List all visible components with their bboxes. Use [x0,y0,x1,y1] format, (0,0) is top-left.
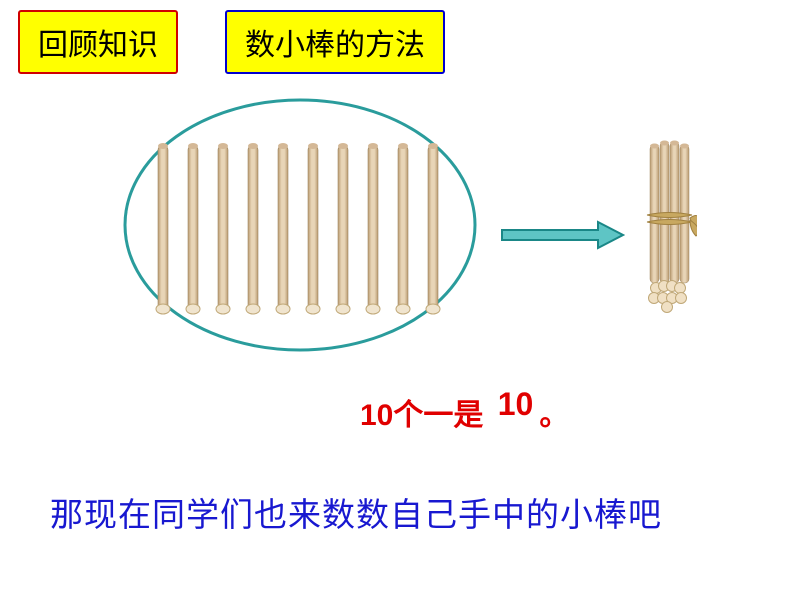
counting-stick [308,145,318,311]
bundle-end-circle [662,302,673,313]
equation-value-num: 10 [498,386,534,422]
counting-stick [368,145,378,311]
grouping-ellipse [125,100,475,350]
arrow-wrap [500,220,625,250]
bundle-sticks [650,141,689,284]
counting-stick [218,145,228,311]
ellipse-svg [120,95,480,355]
equation-suffix: 。 [539,399,569,432]
equation-middle: 个一是 [393,399,483,432]
counting-stick [248,145,258,311]
counting-stick [278,145,288,311]
bundle-wrap [642,140,697,315]
counting-stick [428,145,438,311]
bundle-svg [642,140,697,315]
arrow-svg [500,220,625,250]
sticks-ellipse-group [120,95,480,355]
title-review: 回顾知识 [18,10,178,74]
sticks-group [156,143,440,314]
bundle-bottom-circles [649,281,687,313]
arrow-icon [502,222,623,248]
bundle-end-circle [676,293,687,304]
counting-stick [338,145,348,311]
title-method: 数小棒的方法 [225,10,445,74]
bundle-end-circle [675,283,686,294]
counting-stick [398,145,408,311]
equation-text: 10个一是 10。 [360,390,569,434]
counting-stick [158,145,168,311]
equation-prefix-num: 10 [360,399,393,432]
instruction-text: 那现在同学们也来数数自己手中的小棒吧 [50,488,662,536]
counting-stick [188,145,198,311]
